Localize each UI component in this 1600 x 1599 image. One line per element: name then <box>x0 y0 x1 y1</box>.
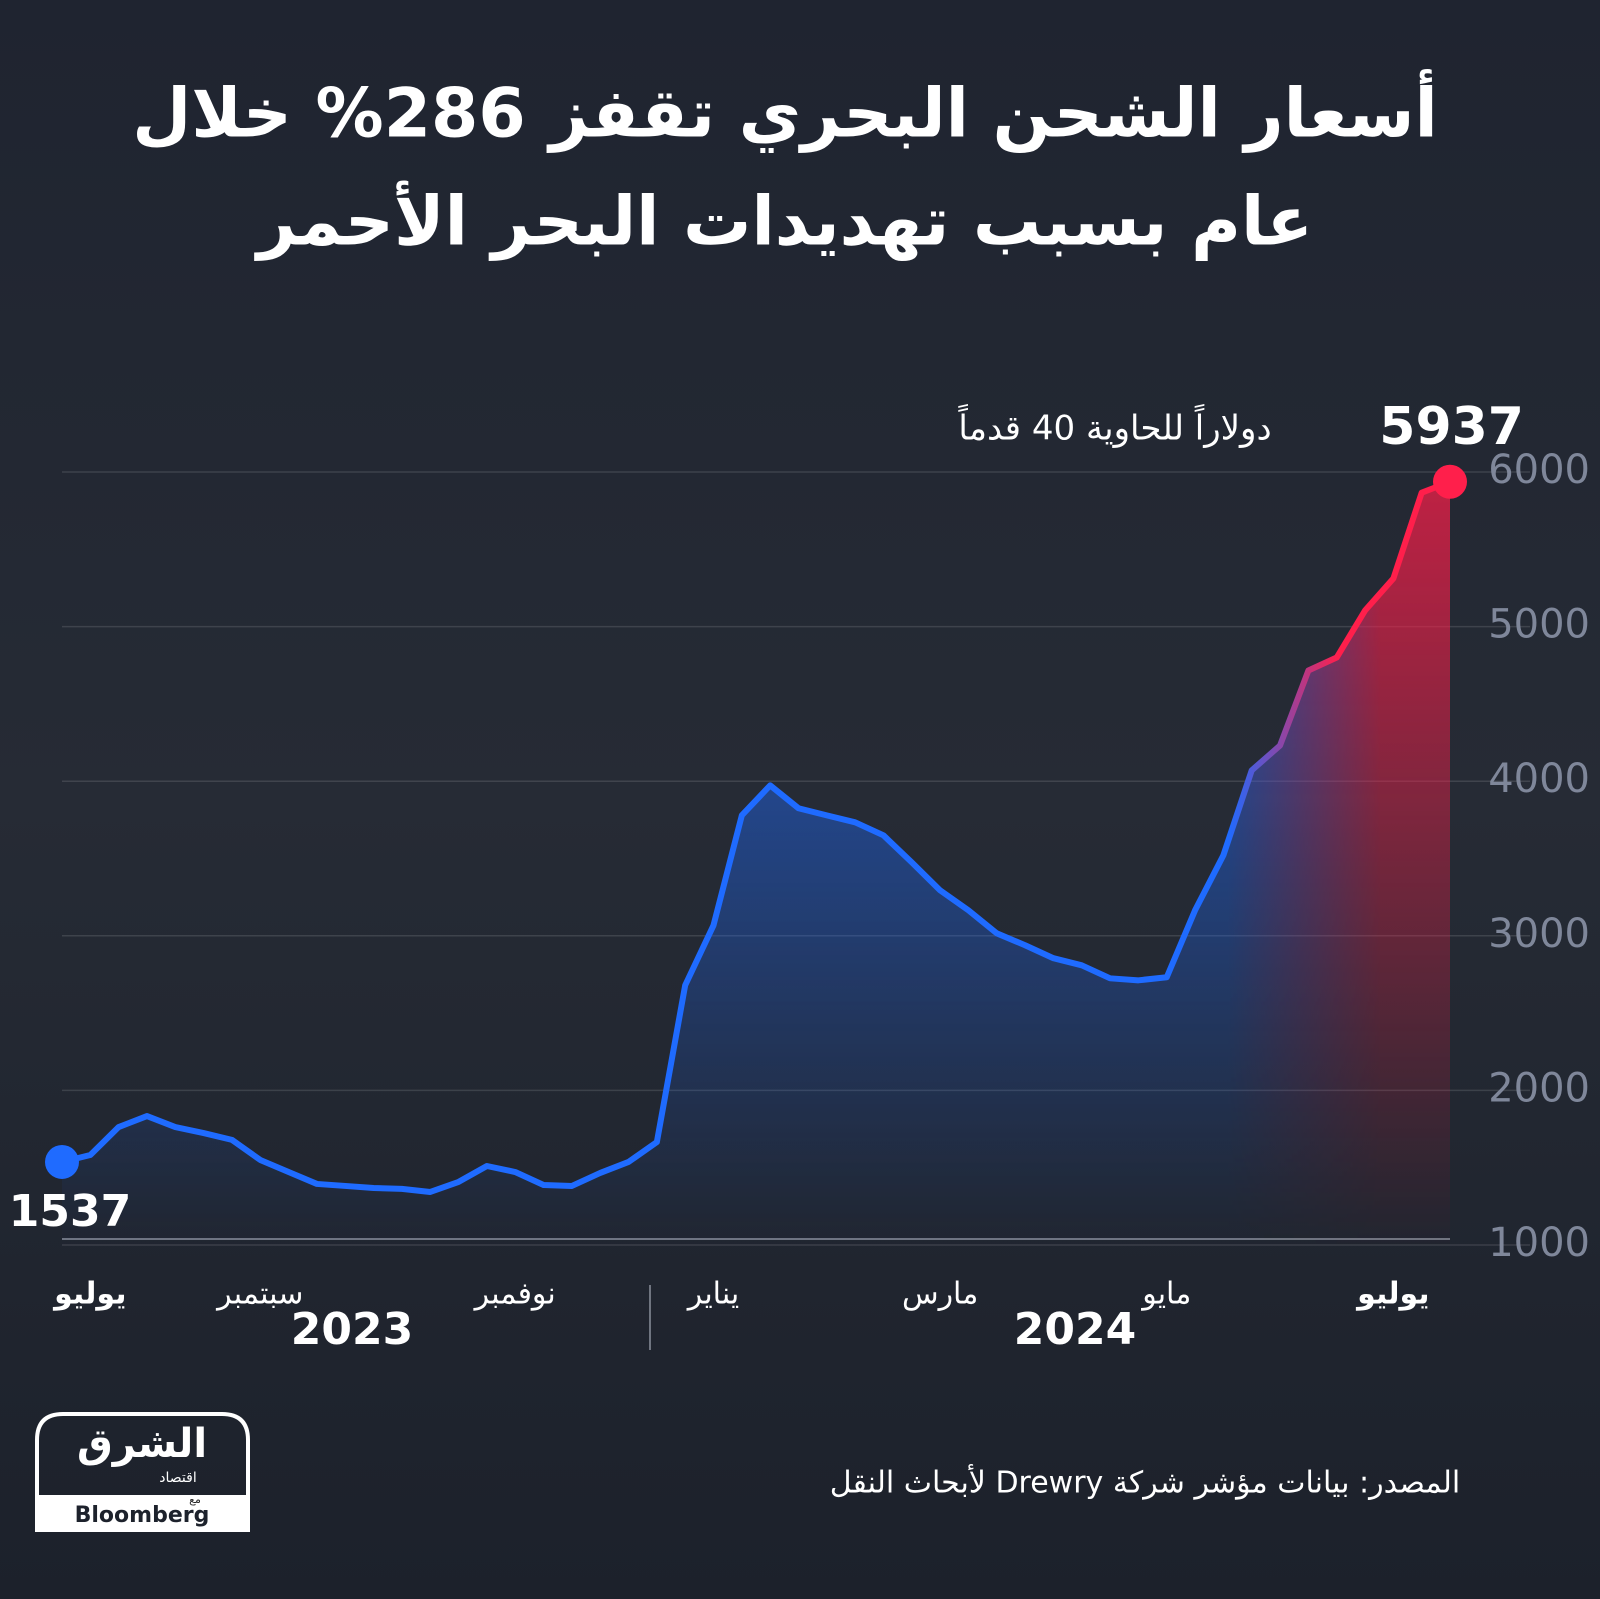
area-group <box>62 481 1450 1245</box>
end-label: 5937 <box>1379 397 1524 457</box>
year-label: 2023 <box>291 1304 413 1355</box>
title-line: عام بسبب تهديدات البحر الأحمر <box>254 180 1313 262</box>
year-label: 2024 <box>1014 1304 1136 1355</box>
y-tick-label: 4000 <box>1488 756 1590 802</box>
source: المصدر: بيانات مؤشر شركة Drewry لأبحاث ا… <box>830 1463 1460 1501</box>
y-tick-label: 2000 <box>1488 1065 1590 1111</box>
x-tick-label: يناير <box>686 1277 739 1312</box>
x-tick-label: يوليو <box>1355 1277 1429 1312</box>
logo-band <box>37 1495 248 1530</box>
y-tick-label: 3000 <box>1488 911 1590 957</box>
x-tick-label: يوليو <box>52 1277 126 1312</box>
logo-partner: Bloomberg <box>75 1503 210 1528</box>
x-tick-label: نوفمبر <box>473 1277 556 1312</box>
y-tick-label: 1000 <box>1488 1220 1590 1266</box>
x-tick-label: سبتمبر <box>215 1277 303 1312</box>
x-tick-label: مارس <box>902 1277 978 1312</box>
logo-name: الشرق <box>77 1421 207 1467</box>
logo-sub: اقتصاد <box>159 1470 196 1486</box>
y-tick-label: 5000 <box>1488 602 1590 648</box>
end-point <box>1433 464 1467 499</box>
area <box>62 481 1450 1245</box>
x-tick-label: مايو <box>1140 1277 1191 1312</box>
logo-frame <box>35 1412 250 1532</box>
start-label: 1537 <box>9 1186 131 1237</box>
logo: الشرق اقتصاد مع Bloomberg <box>35 1412 250 1532</box>
y-tick-label: 6000 <box>1488 447 1590 493</box>
title-line: أسعار الشحن البحري تقفز 286% خلال <box>132 69 1438 154</box>
unit-annotation: دولاراً للحاوية 40 قدماً <box>958 403 1272 448</box>
start-point <box>45 1144 79 1179</box>
line <box>61 478 1452 1195</box>
logo-with: مع <box>189 1493 201 1506</box>
